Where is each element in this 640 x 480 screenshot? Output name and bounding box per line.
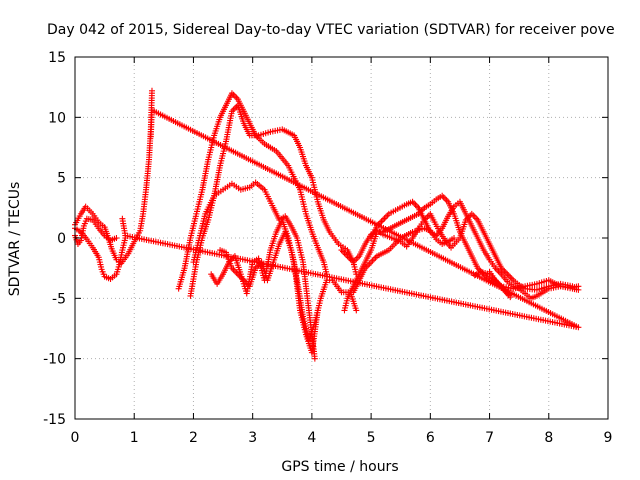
y-axis-title: SDTVAR / TECUs	[7, 182, 23, 297]
series-late-arc-d	[350, 225, 458, 296]
y-tick-label: -15	[43, 412, 66, 428]
y-tick-label: 0	[57, 231, 66, 247]
data-point	[451, 235, 458, 241]
data-point	[314, 307, 321, 314]
data-point	[575, 283, 582, 290]
x-tick-label: 8	[544, 430, 553, 446]
data-point	[147, 133, 154, 140]
x-tick-label: 4	[307, 430, 316, 446]
data-point	[569, 283, 576, 290]
x-tick-label: 6	[426, 430, 435, 446]
x-axis-title: GPS time / hours	[281, 459, 398, 475]
x-tick-label: 0	[71, 430, 80, 446]
y-tick-label: 5	[57, 171, 66, 187]
chart-title: Day 042 of 2015, Sidereal Day-to-day VTE…	[47, 22, 615, 38]
x-tick-label: 5	[367, 430, 376, 446]
data-point	[311, 355, 318, 362]
x-tick-label: 7	[485, 430, 494, 446]
y-tick-label: 10	[48, 110, 66, 126]
series-rise-arc-c	[190, 179, 318, 362]
x-tick-label: 3	[248, 430, 257, 446]
series-mid-arc-b	[208, 216, 321, 356]
data-point	[148, 87, 155, 94]
x-tick-label: 2	[189, 430, 198, 446]
axis-ticks: 0 1 2 3 4 5 6 7 8 9 -15 -10 -5 0 5 10 15	[43, 50, 612, 446]
y-tick-label: -10	[43, 352, 66, 368]
y-tick-label: 15	[48, 50, 66, 66]
y-tick-label: -5	[52, 291, 66, 307]
data-series	[72, 87, 582, 362]
data-point	[353, 307, 360, 314]
x-tick-label: 1	[130, 430, 139, 446]
x-tick-label: 9	[604, 430, 613, 446]
series-outliers	[119, 107, 582, 331]
data-point	[113, 235, 120, 241]
series-early-arc-c	[72, 215, 120, 248]
